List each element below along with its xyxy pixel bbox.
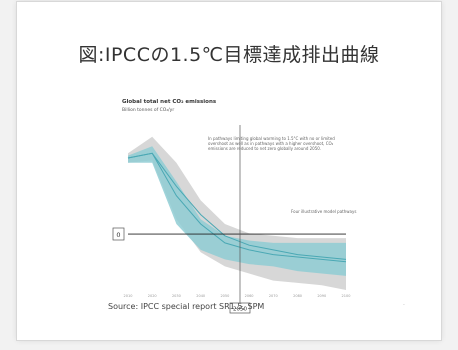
x-tick-label: 2040	[196, 294, 205, 298]
slide	[17, 2, 441, 340]
x-tick-label: 2030	[172, 294, 181, 298]
x-tick-label: 2100	[342, 294, 351, 298]
page-number: ·	[403, 302, 405, 309]
x-tick-label: 2090	[317, 294, 326, 298]
tick-labels: 2010 2020 2030 2040 2050 2060 2070 2080 2090 2100	[124, 294, 351, 298]
annotation-box: In pathways limiting global warming to 1…	[208, 136, 335, 152]
x-tick-label: 2060	[245, 294, 254, 298]
year-label: 2050	[233, 307, 247, 313]
x-tick-label: 2080	[293, 294, 302, 298]
x-tick-label: 2070	[269, 294, 278, 298]
bands-layer	[128, 136, 346, 290]
zero-label-box	[112, 227, 125, 241]
x-tick-label: 2010	[124, 294, 133, 298]
pathway-line-4	[127, 152, 347, 260]
x-tick-label: 2020	[148, 294, 157, 298]
pathways-annotation: Four illustrative model pathways	[291, 209, 356, 214]
source-citation: Source: IPCC special report SR1.5, SPM	[108, 302, 265, 311]
annotation-text: In pathways limiting global warming to 1…	[208, 136, 335, 152]
y-axis-label: Billion tonnes of CO₂/yr	[122, 107, 174, 113]
slide-title: 図:IPCCの1.5℃目標達成排出曲線	[78, 44, 380, 66]
chart-title: Global total net CO₂ emissions	[122, 99, 217, 105]
range-band-2	[128, 146, 346, 276]
x-tick-label: 2050	[220, 294, 229, 298]
year-label-box	[229, 302, 251, 314]
lines-layer	[127, 152, 347, 263]
pathway-line-3	[127, 152, 347, 263]
zero-label: 0	[116, 231, 120, 239]
